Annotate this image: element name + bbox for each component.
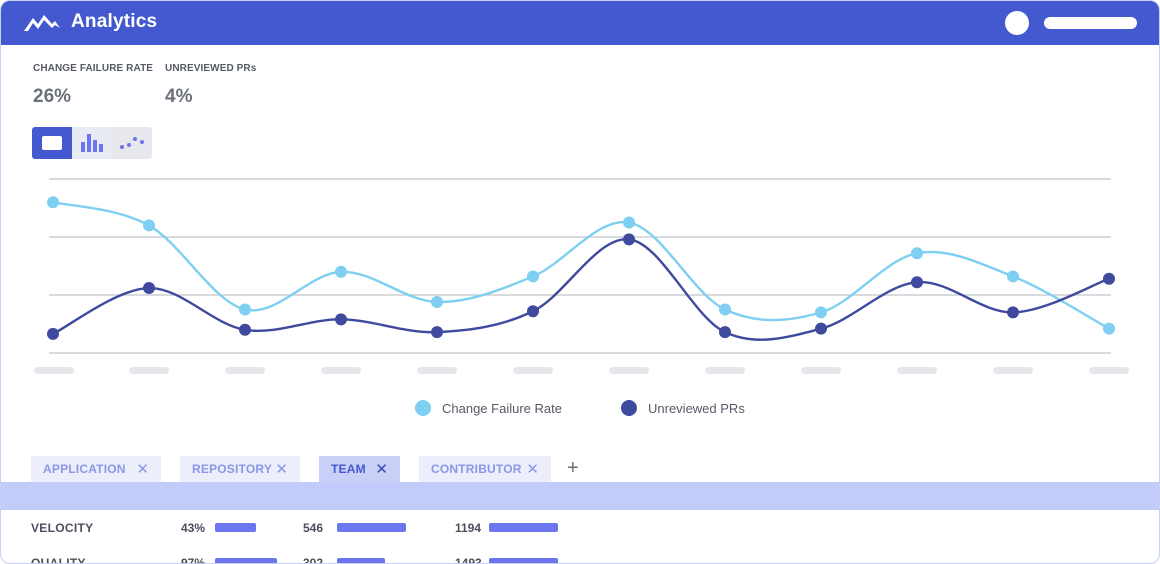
value-bar: [489, 523, 558, 532]
data-point-change-failure-rate: [1007, 270, 1019, 283]
data-point-change-failure-rate: [815, 306, 827, 319]
cell-value: 43%: [181, 521, 206, 535]
mountain-logo-icon: [24, 15, 60, 31]
data-point-change-failure-rate: [719, 303, 731, 316]
data-point-unreviewed-prs: [431, 326, 443, 339]
data-point-change-failure-rate: [431, 295, 443, 308]
data-point-change-failure-rate: [527, 270, 539, 283]
metric-unreviewed-prs: UNREVIEWED PRs 4%: [165, 63, 256, 108]
data-point-unreviewed-prs: [719, 326, 731, 339]
line-chart: [34, 178, 1129, 374]
line-chart-icon: [42, 136, 62, 150]
metric-change-failure-rate: CHANGE FAILURE RATE 26%: [33, 63, 153, 108]
filter-tag-label: CONTRIBUTOR: [431, 462, 522, 476]
filter-tag-contributor[interactable]: CONTRIBUTOR ✕: [419, 456, 551, 482]
legend-item-unreviewed-prs: Unreviewed PRs: [621, 399, 745, 417]
cell-value: 1493: [455, 556, 482, 564]
add-filter-button[interactable]: +: [567, 457, 579, 479]
data-point-unreviewed-prs: [1103, 272, 1115, 285]
data-point-change-failure-rate: [623, 216, 635, 229]
close-icon[interactable]: ✕: [526, 460, 539, 478]
legend-label: Change Failure Rate: [442, 400, 562, 416]
x-tick-placeholder: [897, 367, 937, 374]
scatter-chart-icon: [120, 137, 144, 149]
value-bar: [337, 558, 385, 563]
row-label-quality: QUALITY: [31, 556, 86, 564]
scatter-chart-toggle-button[interactable]: [112, 127, 152, 159]
legend-label: Unreviewed PRs: [648, 400, 745, 416]
value-bar: [215, 523, 256, 532]
x-tick-placeholder: [321, 367, 361, 374]
data-point-unreviewed-prs: [47, 327, 59, 340]
legend-item-change-failure-rate: Change Failure Rate: [415, 399, 562, 417]
data-point-change-failure-rate: [335, 265, 347, 278]
x-tick-placeholder: [801, 367, 841, 374]
x-tick-placeholder: [993, 367, 1033, 374]
data-point-change-failure-rate: [143, 219, 155, 232]
value-bar: [215, 558, 277, 563]
x-tick-placeholder: [513, 367, 553, 374]
data-point-change-failure-rate: [1103, 322, 1115, 335]
filter-tag-label: REPOSITORY: [192, 462, 273, 476]
data-point-change-failure-rate: [911, 247, 923, 260]
metric-label: CHANGE FAILURE RATE: [33, 63, 154, 74]
data-point-unreviewed-prs: [335, 313, 347, 326]
user-name-placeholder[interactable]: [1044, 17, 1137, 29]
value-bar: [337, 523, 406, 532]
filter-tag-application[interactable]: APPLICATION ✕: [31, 456, 161, 482]
close-icon[interactable]: ✕: [136, 460, 149, 478]
legend-swatch: [621, 400, 637, 416]
cell-value: 546: [303, 521, 324, 535]
metric-value: 26%: [33, 86, 72, 107]
close-icon[interactable]: ✕: [275, 460, 288, 478]
filter-tag-team[interactable]: TEAM ✕: [319, 456, 400, 482]
bar-chart-icon: [81, 134, 103, 152]
cell-value: 302: [303, 556, 324, 564]
data-point-unreviewed-prs: [239, 323, 251, 336]
metric-value: 4%: [165, 86, 193, 107]
data-point-unreviewed-prs: [527, 305, 539, 318]
x-tick-placeholder: [225, 367, 265, 374]
close-icon[interactable]: ✕: [375, 460, 388, 478]
series-line-unreviewed-prs: [52, 238, 1110, 341]
filter-tag-label: APPLICATION: [43, 462, 126, 476]
data-point-unreviewed-prs: [623, 233, 635, 246]
metric-label: UNREVIEWED PRs: [165, 63, 257, 74]
avatar-icon[interactable]: [1005, 11, 1029, 35]
table-header-band: [1, 482, 1159, 510]
filter-tag-label: TEAM: [331, 462, 366, 476]
data-point-change-failure-rate: [239, 303, 251, 316]
cell-value: 1194: [455, 521, 482, 535]
cell-value: 97%: [181, 556, 206, 564]
x-tick-placeholder: [705, 367, 745, 374]
data-point-unreviewed-prs: [911, 276, 923, 289]
data-point-unreviewed-prs: [1007, 306, 1019, 319]
data-point-unreviewed-prs: [143, 282, 155, 295]
top-bar: Analytics: [1, 1, 1159, 45]
chart-type-toggle: [32, 127, 152, 159]
x-tick-placeholder: [609, 367, 649, 374]
app-title: Analytics: [71, 11, 158, 32]
x-tick-placeholder: [1089, 367, 1129, 374]
value-bar: [489, 558, 558, 563]
x-tick-placeholder: [129, 367, 169, 374]
line-chart-toggle-button[interactable]: [32, 127, 72, 159]
series-line-change-failure-rate: [52, 201, 1110, 330]
x-tick-placeholder: [34, 367, 74, 374]
data-point-change-failure-rate: [47, 196, 59, 209]
bar-chart-toggle-button[interactable]: [72, 127, 112, 159]
data-point-unreviewed-prs: [815, 322, 827, 335]
filter-tag-repository[interactable]: REPOSITORY ✕: [180, 456, 300, 482]
legend-swatch: [415, 400, 431, 416]
x-tick-placeholder: [417, 367, 457, 374]
row-label-velocity: VELOCITY: [31, 521, 94, 535]
